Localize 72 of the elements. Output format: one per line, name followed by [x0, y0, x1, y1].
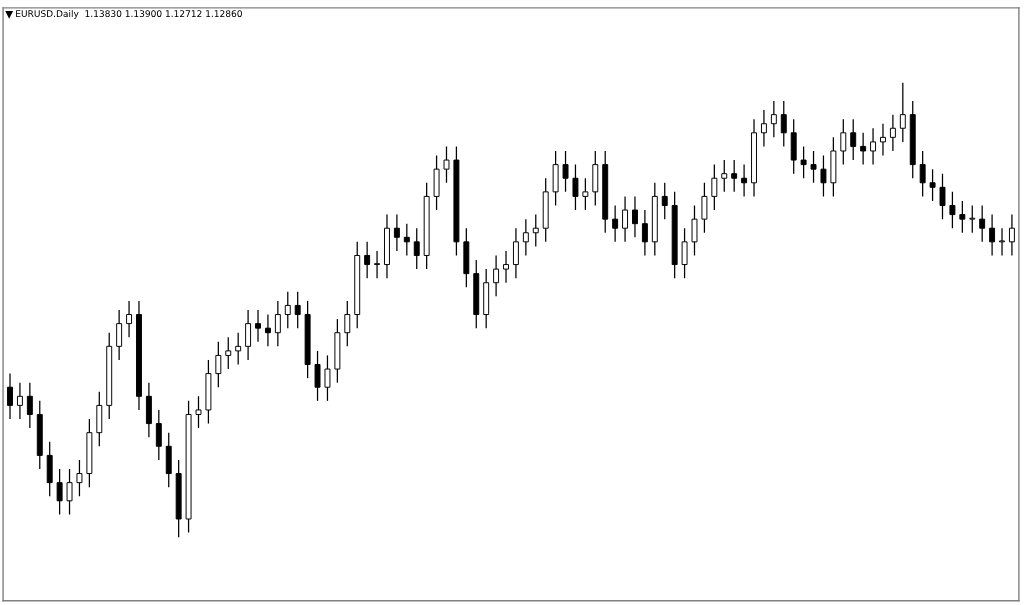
candlestick	[622, 195, 629, 243]
candlestick	[522, 218, 529, 257]
candlestick	[493, 254, 500, 297]
candlestick	[215, 341, 222, 388]
candlestick	[959, 200, 966, 234]
candlestick	[999, 227, 1005, 257]
candlestick	[929, 168, 936, 202]
candlestick	[374, 250, 381, 279]
candlestick	[403, 223, 410, 257]
candlestick	[780, 100, 787, 148]
candlestick	[26, 382, 33, 429]
candlestick	[800, 145, 807, 179]
candlestick	[116, 309, 123, 361]
candlestick	[16, 382, 23, 420]
candlestick	[810, 150, 817, 184]
candlestick	[889, 114, 896, 152]
candlestick	[681, 227, 688, 279]
chart-title: EURUSD.Daily 1.13830 1.13900 1.12712 1.12860	[16, 10, 242, 19]
candlestick	[66, 468, 73, 516]
candlestick	[939, 173, 946, 220]
candlestick	[413, 227, 420, 270]
candlestick	[225, 336, 232, 370]
candlestick	[741, 163, 748, 198]
candlestick	[572, 163, 579, 211]
candlestick	[641, 209, 648, 257]
candlestick	[284, 291, 291, 329]
candlestick	[364, 241, 371, 279]
candlestick	[850, 118, 857, 161]
candlestick	[880, 123, 886, 157]
candlestick	[661, 182, 668, 220]
candlestick	[949, 191, 956, 229]
candlestick	[691, 204, 698, 257]
candlestick	[731, 159, 738, 193]
candlestick	[969, 204, 976, 234]
candlestick	[393, 213, 400, 252]
candlestick	[612, 204, 619, 243]
candlestick	[760, 109, 767, 148]
candlestick	[532, 213, 539, 248]
candlestick	[701, 182, 708, 234]
candlestick	[76, 459, 83, 497]
candlestick	[721, 159, 728, 193]
candlestick	[979, 204, 986, 243]
candlestick	[770, 100, 777, 138]
candlestick	[512, 227, 519, 279]
candlestick	[562, 150, 569, 193]
candlestick	[840, 118, 847, 166]
candlestick	[314, 350, 321, 402]
candlestick	[632, 195, 638, 238]
candlestick	[255, 309, 261, 343]
candlestick	[235, 332, 242, 366]
candlestick	[56, 468, 63, 516]
candlestick	[126, 300, 133, 338]
candlestick	[245, 309, 252, 361]
candlestick	[264, 313, 271, 347]
candlestick	[443, 145, 450, 184]
candlestick	[919, 150, 926, 198]
candlestick	[989, 213, 996, 257]
candlestick	[870, 127, 877, 166]
candlestick	[711, 163, 718, 211]
candlestick	[274, 300, 281, 347]
candlestick	[582, 177, 589, 211]
candlestick	[860, 132, 867, 166]
candlestick	[899, 82, 906, 143]
candlestick	[294, 291, 301, 329]
candlestick	[820, 154, 827, 198]
candlestick	[155, 409, 162, 461]
candlestick	[195, 395, 202, 429]
candlestick	[344, 300, 351, 347]
candlestick	[7, 372, 13, 420]
candlestick	[503, 250, 509, 284]
candlestick	[324, 354, 331, 402]
candlestick	[1008, 213, 1015, 257]
